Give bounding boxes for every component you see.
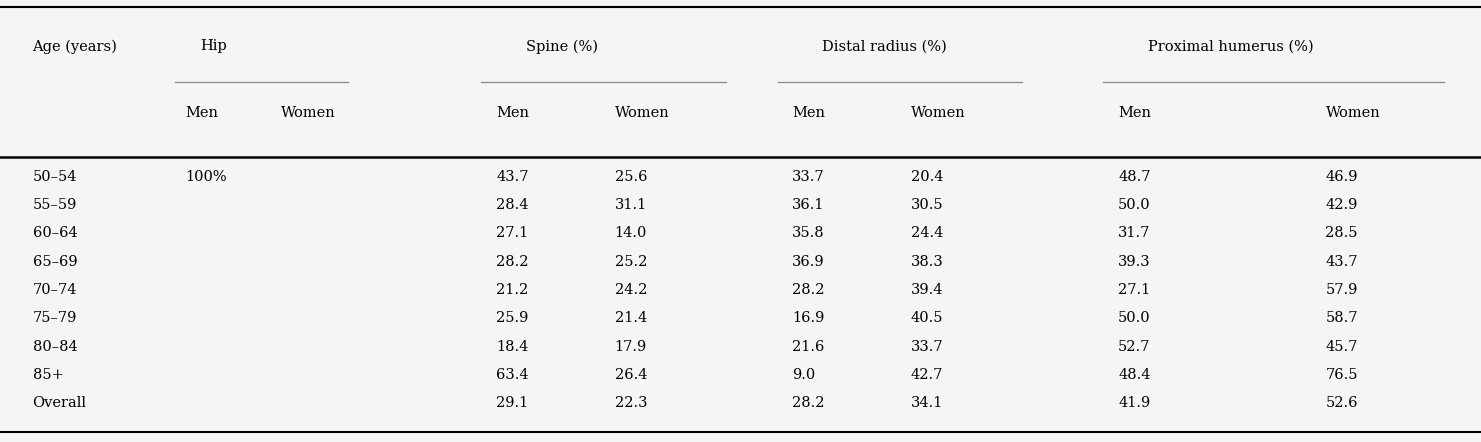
Text: 27.1: 27.1: [496, 226, 529, 240]
Text: 48.7: 48.7: [1118, 170, 1151, 184]
Text: 26.4: 26.4: [615, 368, 647, 382]
Text: Women: Women: [911, 106, 966, 120]
Text: 39.3: 39.3: [1118, 255, 1151, 269]
Text: 57.9: 57.9: [1325, 283, 1358, 297]
Text: 20.4: 20.4: [911, 170, 943, 184]
Text: 25.9: 25.9: [496, 311, 529, 325]
Text: 46.9: 46.9: [1325, 170, 1358, 184]
Text: 24.4: 24.4: [911, 226, 943, 240]
Text: 35.8: 35.8: [792, 226, 825, 240]
Text: 45.7: 45.7: [1325, 339, 1358, 354]
Text: Hip: Hip: [200, 39, 227, 53]
Text: 33.7: 33.7: [792, 170, 825, 184]
Text: Men: Men: [792, 106, 825, 120]
Text: 52.7: 52.7: [1118, 339, 1151, 354]
Text: 48.4: 48.4: [1118, 368, 1151, 382]
Text: 41.9: 41.9: [1118, 396, 1151, 410]
Text: 28.2: 28.2: [792, 396, 825, 410]
Text: 30.5: 30.5: [911, 198, 943, 212]
Text: Women: Women: [281, 106, 336, 120]
Text: 40.5: 40.5: [911, 311, 943, 325]
Text: Men: Men: [185, 106, 218, 120]
Text: 21.6: 21.6: [792, 339, 825, 354]
Text: 9.0: 9.0: [792, 368, 816, 382]
Text: 75–79: 75–79: [33, 311, 77, 325]
Text: 18.4: 18.4: [496, 339, 529, 354]
Text: 43.7: 43.7: [1325, 255, 1358, 269]
Text: 60–64: 60–64: [33, 226, 77, 240]
Text: Overall: Overall: [33, 396, 86, 410]
Text: Age (years): Age (years): [33, 39, 117, 53]
Text: 38.3: 38.3: [911, 255, 943, 269]
Text: 55–59: 55–59: [33, 198, 77, 212]
Text: 31.7: 31.7: [1118, 226, 1151, 240]
Text: 80–84: 80–84: [33, 339, 77, 354]
Text: 70–74: 70–74: [33, 283, 77, 297]
Text: 42.7: 42.7: [911, 368, 943, 382]
Text: 36.9: 36.9: [792, 255, 825, 269]
Text: 39.4: 39.4: [911, 283, 943, 297]
Text: 16.9: 16.9: [792, 311, 825, 325]
Text: Proximal humerus (%): Proximal humerus (%): [1148, 39, 1314, 53]
Text: 24.2: 24.2: [615, 283, 647, 297]
Text: 50–54: 50–54: [33, 170, 77, 184]
Text: 28.2: 28.2: [792, 283, 825, 297]
Text: Women: Women: [615, 106, 669, 120]
Text: 28.2: 28.2: [496, 255, 529, 269]
Text: 85+: 85+: [33, 368, 64, 382]
Text: 34.1: 34.1: [911, 396, 943, 410]
Text: 42.9: 42.9: [1325, 198, 1358, 212]
Text: 52.6: 52.6: [1325, 396, 1358, 410]
Text: 21.4: 21.4: [615, 311, 647, 325]
Text: Men: Men: [496, 106, 529, 120]
Text: 31.1: 31.1: [615, 198, 647, 212]
Text: 27.1: 27.1: [1118, 283, 1151, 297]
Text: 17.9: 17.9: [615, 339, 647, 354]
Text: 22.3: 22.3: [615, 396, 647, 410]
Text: 28.4: 28.4: [496, 198, 529, 212]
Text: Men: Men: [1118, 106, 1151, 120]
Text: 63.4: 63.4: [496, 368, 529, 382]
Text: 25.6: 25.6: [615, 170, 647, 184]
Text: 29.1: 29.1: [496, 396, 529, 410]
Text: Spine (%): Spine (%): [526, 39, 598, 53]
Text: 36.1: 36.1: [792, 198, 825, 212]
Text: 50.0: 50.0: [1118, 198, 1151, 212]
Text: 25.2: 25.2: [615, 255, 647, 269]
Text: 33.7: 33.7: [911, 339, 943, 354]
Text: 21.2: 21.2: [496, 283, 529, 297]
Text: 76.5: 76.5: [1325, 368, 1358, 382]
Text: 43.7: 43.7: [496, 170, 529, 184]
Text: Women: Women: [1325, 106, 1380, 120]
Text: 28.5: 28.5: [1325, 226, 1358, 240]
Text: 14.0: 14.0: [615, 226, 647, 240]
Text: Distal radius (%): Distal radius (%): [822, 39, 946, 53]
Text: 58.7: 58.7: [1325, 311, 1358, 325]
Text: 65–69: 65–69: [33, 255, 77, 269]
Text: 50.0: 50.0: [1118, 311, 1151, 325]
Text: 100%: 100%: [185, 170, 227, 184]
